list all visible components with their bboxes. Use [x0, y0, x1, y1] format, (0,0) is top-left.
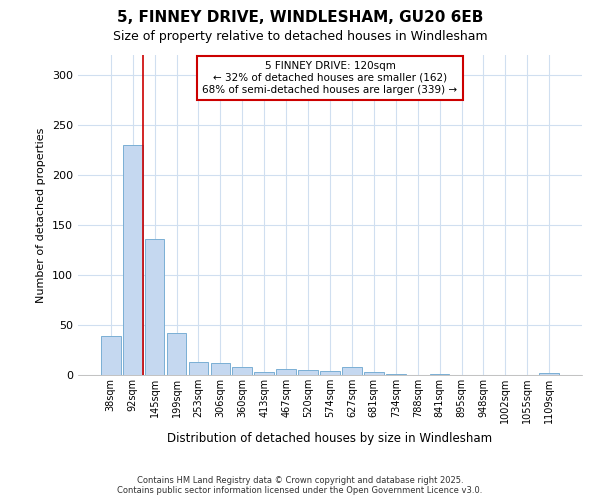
Text: Size of property relative to detached houses in Windlesham: Size of property relative to detached ho…	[113, 30, 487, 43]
Bar	[167, 333, 187, 375]
Bar	[145, 239, 164, 375]
Bar	[232, 367, 252, 375]
Bar	[211, 363, 230, 375]
Bar	[254, 372, 274, 375]
Text: 5 FINNEY DRIVE: 120sqm
← 32% of detached houses are smaller (162)
68% of semi-de: 5 FINNEY DRIVE: 120sqm ← 32% of detached…	[202, 62, 458, 94]
Bar	[386, 374, 406, 375]
Bar	[123, 145, 143, 375]
Bar	[364, 372, 384, 375]
Bar	[430, 374, 449, 375]
Text: Contains HM Land Registry data © Crown copyright and database right 2025.
Contai: Contains HM Land Registry data © Crown c…	[118, 476, 482, 495]
Bar	[342, 367, 362, 375]
Text: 5, FINNEY DRIVE, WINDLESHAM, GU20 6EB: 5, FINNEY DRIVE, WINDLESHAM, GU20 6EB	[117, 10, 483, 25]
Bar	[276, 369, 296, 375]
Bar	[188, 362, 208, 375]
Bar	[320, 371, 340, 375]
Bar	[539, 373, 559, 375]
Bar	[298, 370, 318, 375]
Bar	[101, 336, 121, 375]
X-axis label: Distribution of detached houses by size in Windlesham: Distribution of detached houses by size …	[167, 432, 493, 444]
Y-axis label: Number of detached properties: Number of detached properties	[37, 128, 46, 302]
